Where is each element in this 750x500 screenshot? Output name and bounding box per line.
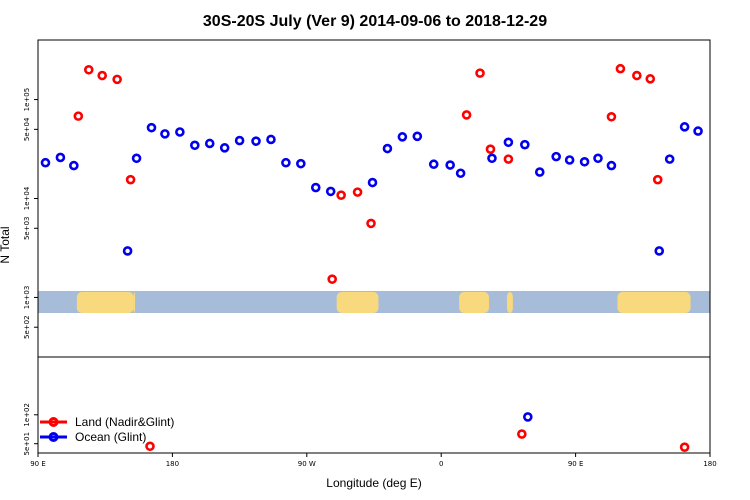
point-ocean xyxy=(551,151,561,162)
point-ocean xyxy=(455,168,466,179)
map-land-segment xyxy=(459,292,489,313)
point-land xyxy=(615,63,626,74)
y-tick-label: 5e+04 xyxy=(23,117,31,141)
point-ocean xyxy=(55,152,66,163)
y-tick-label: 1e+02 xyxy=(23,403,31,427)
point-land xyxy=(652,174,663,185)
point-ocean xyxy=(266,134,276,145)
point-land xyxy=(517,429,527,439)
point-land xyxy=(645,74,656,84)
point-ocean xyxy=(122,246,133,256)
y-axis-label: N Total xyxy=(0,226,12,263)
point-ocean xyxy=(564,155,575,165)
map-land-segment xyxy=(617,292,691,313)
point-ocean xyxy=(503,137,514,148)
legend-label-ocean: Ocean (Glint) xyxy=(75,430,146,444)
bottom-panel-frame xyxy=(37,356,711,454)
x-tick-label: 180 xyxy=(166,460,179,468)
map-land-segment xyxy=(506,292,513,313)
y-tick-label: 5e+02 xyxy=(23,315,31,339)
point-ocean xyxy=(664,154,675,164)
x-axis-label: Longitude (deg E) xyxy=(326,476,421,490)
x-tick-label: 180 xyxy=(703,460,716,468)
point-ocean xyxy=(412,131,423,142)
point-land xyxy=(336,190,346,200)
map-land-segment xyxy=(76,292,134,313)
y-tick-label: 1e+04 xyxy=(23,186,31,210)
point-ocean xyxy=(281,157,291,168)
y-tick-label: 5e+01 xyxy=(23,432,31,456)
legend-swatch-land-marker xyxy=(48,417,59,427)
point-ocean xyxy=(310,182,321,193)
x-tick-label: 0 xyxy=(439,460,443,468)
point-land xyxy=(606,111,617,122)
point-ocean xyxy=(175,127,185,137)
legend-swatch-ocean-marker xyxy=(48,432,59,442)
point-ocean xyxy=(382,143,393,154)
point-ocean xyxy=(523,412,533,422)
land-map-strip xyxy=(38,291,710,313)
point-ocean xyxy=(367,177,378,188)
point-land xyxy=(366,218,376,229)
point-ocean xyxy=(579,156,590,167)
point-land xyxy=(503,154,514,164)
point-ocean xyxy=(397,132,408,142)
point-ocean xyxy=(679,122,690,132)
x-tick-label: 90 E xyxy=(30,460,46,468)
point-ocean xyxy=(445,160,455,170)
point-ocean xyxy=(40,157,51,168)
point-land xyxy=(679,442,690,452)
point-ocean xyxy=(296,158,306,169)
y-tick-label: 1e+05 xyxy=(23,88,31,112)
point-ocean xyxy=(219,143,230,153)
point-ocean xyxy=(190,140,200,151)
x-tick-label: 90 E xyxy=(568,460,584,468)
point-land xyxy=(352,187,363,197)
y-tick-label: 5e+03 xyxy=(23,217,31,241)
point-land xyxy=(461,110,472,120)
point-ocean xyxy=(693,126,703,136)
point-land xyxy=(112,74,122,85)
point-ocean xyxy=(593,153,603,164)
x-tick-label: 90 W xyxy=(298,460,316,468)
point-ocean xyxy=(131,153,142,164)
point-ocean xyxy=(428,159,439,170)
legend: Land (Nadir&Glint) Ocean (Glint) xyxy=(40,415,174,444)
legend-label-land: Land (Nadir&Glint) xyxy=(75,415,174,429)
point-ocean xyxy=(234,135,245,146)
point-ocean xyxy=(325,186,336,197)
point-ocean xyxy=(204,138,215,149)
point-land xyxy=(125,174,136,185)
chart-title: 30S-20S July (Ver 9) 2014-09-06 to 2018-… xyxy=(203,13,547,30)
axes: 90 E 180 90 W 0 90 E 180 5e+02 1e+03 5e+03 1e+04 5… xyxy=(23,88,717,468)
point-land xyxy=(327,274,337,284)
point-land xyxy=(97,70,108,81)
point-land xyxy=(145,441,155,452)
point-land xyxy=(83,64,94,75)
y-tick-label: 1e+03 xyxy=(23,286,31,310)
point-ocean xyxy=(69,160,79,171)
point-ocean xyxy=(487,153,497,164)
point-ocean xyxy=(160,129,170,139)
map-land-segment xyxy=(336,292,379,313)
point-land xyxy=(73,111,84,121)
point-ocean xyxy=(146,122,157,133)
point-ocean xyxy=(251,136,261,146)
map-land-segment xyxy=(133,292,136,313)
point-ocean xyxy=(520,139,530,150)
point-ocean xyxy=(534,167,545,177)
point-land xyxy=(632,70,642,81)
point-ocean xyxy=(606,160,617,171)
point-ocean xyxy=(654,246,665,256)
point-land xyxy=(475,68,485,78)
data-points xyxy=(40,63,703,452)
point-land xyxy=(485,144,496,154)
